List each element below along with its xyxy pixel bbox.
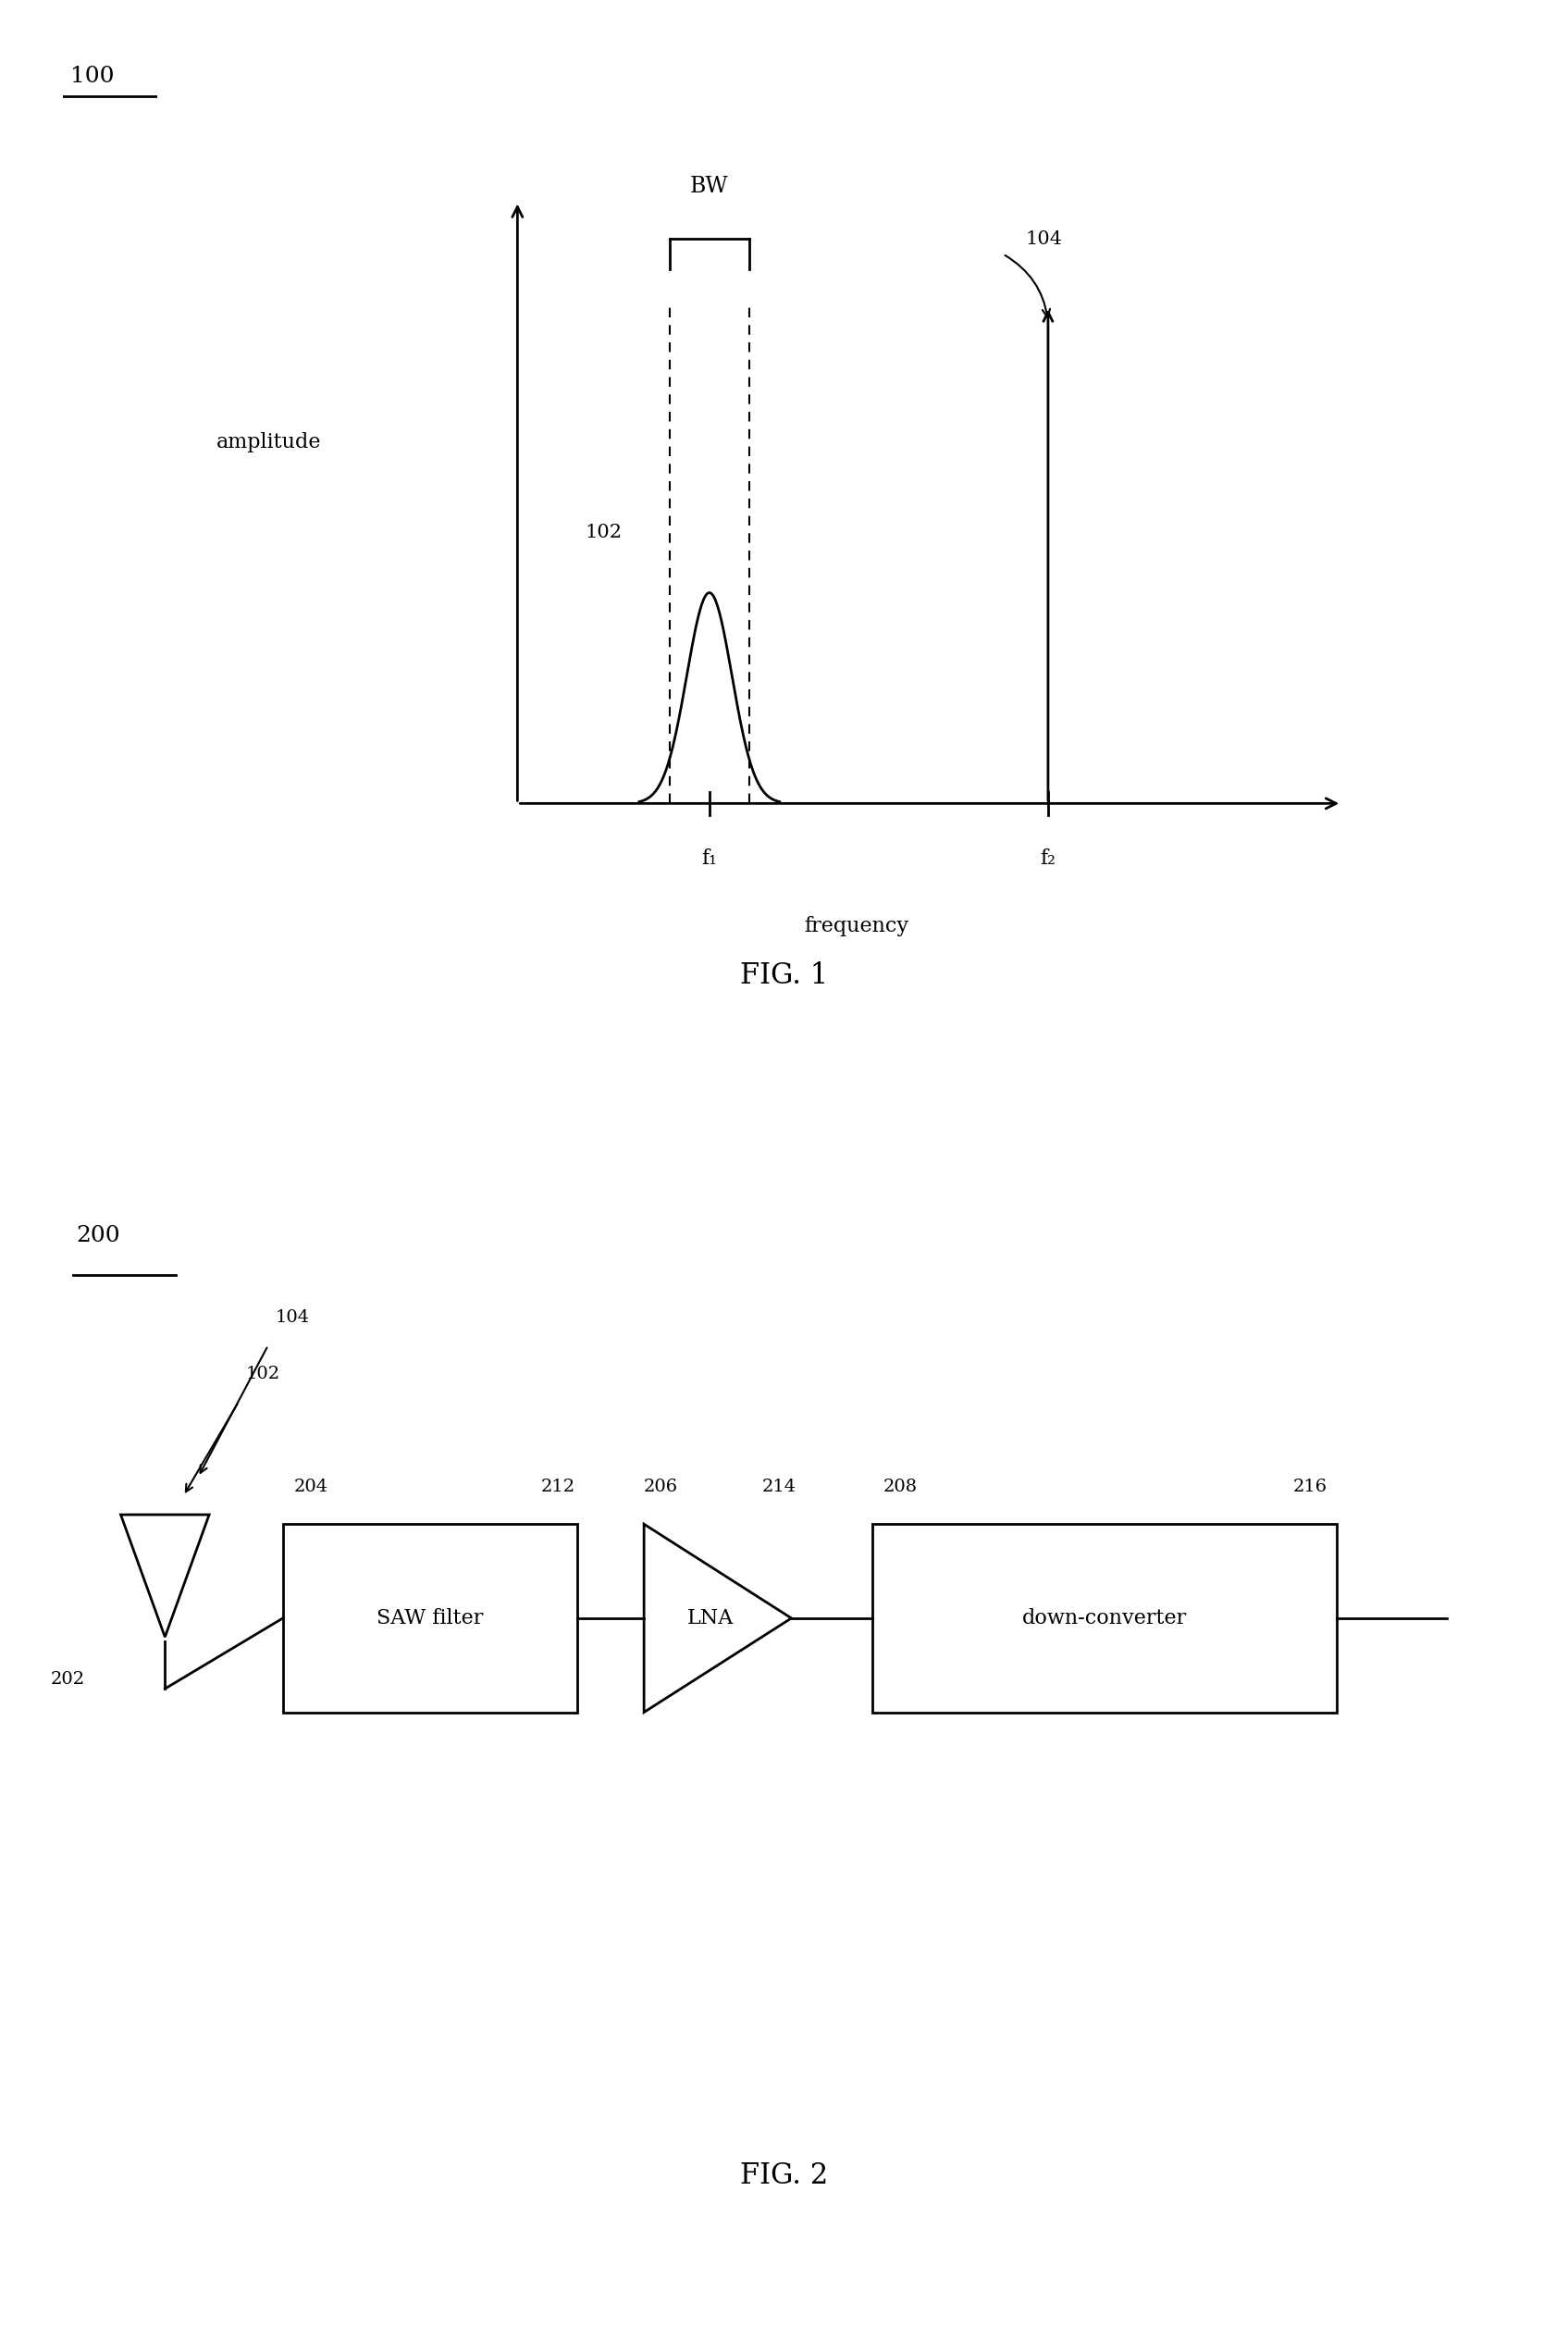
Text: frequency: frequency <box>804 917 908 936</box>
Text: 208: 208 <box>883 1477 917 1496</box>
Text: LNA: LNA <box>687 1609 734 1628</box>
Text: f₂: f₂ <box>1040 849 1055 868</box>
Text: amplitude: amplitude <box>216 433 321 452</box>
Text: 104: 104 <box>276 1308 310 1327</box>
Text: 102: 102 <box>246 1364 281 1383</box>
Text: down-converter: down-converter <box>1022 1609 1187 1628</box>
Text: BW: BW <box>690 176 729 198</box>
Text: 100: 100 <box>71 66 114 87</box>
Text: 102: 102 <box>585 524 622 541</box>
Bar <box>872 1524 1338 1712</box>
Text: 206: 206 <box>644 1477 679 1496</box>
Text: FIG. 1: FIG. 1 <box>740 962 828 990</box>
Text: 104: 104 <box>1025 230 1063 247</box>
Text: 214: 214 <box>762 1477 797 1496</box>
Text: 200: 200 <box>77 1225 121 1247</box>
Text: 202: 202 <box>50 1670 85 1689</box>
Text: f₁: f₁ <box>701 849 717 868</box>
Text: SAW filter: SAW filter <box>376 1609 483 1628</box>
Text: FIG. 2: FIG. 2 <box>740 2161 828 2190</box>
Text: 204: 204 <box>293 1477 328 1496</box>
Text: 212: 212 <box>541 1477 575 1496</box>
Text: 216: 216 <box>1292 1477 1327 1496</box>
Bar <box>282 1524 577 1712</box>
